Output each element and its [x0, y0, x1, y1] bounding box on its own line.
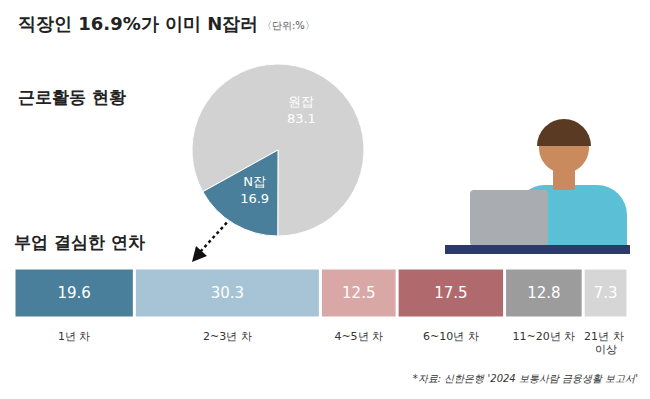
- svg-text:*자료: 신한은행 '2024 보통사람 금융생활 보고서': *자료: 신한은행 '2024 보통사람 금융생활 보고서': [413, 373, 638, 384]
- svg-text:직장인 16.9%가 이미 N잡러: 직장인 16.9%가 이미 N잡러: [18, 13, 258, 34]
- svg-text:근로활동 현황: 근로활동 현황: [18, 87, 126, 107]
- svg-text:이상: 이상: [595, 343, 617, 356]
- svg-text:17.5: 17.5: [434, 284, 467, 302]
- svg-text:부업 결심한 연차: 부업 결심한 연차: [14, 232, 145, 252]
- svg-text:1년 차: 1년 차: [58, 330, 91, 343]
- svg-text:7.3: 7.3: [594, 284, 618, 302]
- svg-text:6~10년 차: 6~10년 차: [423, 330, 479, 343]
- svg-text:N잡: N잡: [243, 174, 266, 189]
- svg-text:16.9: 16.9: [240, 191, 269, 206]
- svg-text:19.6: 19.6: [57, 284, 90, 302]
- svg-text:30.3: 30.3: [211, 284, 244, 302]
- svg-text:2~3년 차: 2~3년 차: [203, 330, 252, 343]
- svg-text:12.8: 12.8: [527, 284, 560, 302]
- svg-text:11~20년 차: 11~20년 차: [513, 330, 576, 343]
- svg-text:4~5년 차: 4~5년 차: [334, 330, 383, 343]
- svg-text:83.1: 83.1: [287, 111, 316, 126]
- svg-text:〈단위:%〉: 〈단위:%〉: [262, 20, 315, 31]
- svg-text:12.5: 12.5: [342, 284, 375, 302]
- svg-text:원잡: 원잡: [288, 94, 314, 109]
- svg-text:21년 차: 21년 차: [584, 330, 627, 343]
